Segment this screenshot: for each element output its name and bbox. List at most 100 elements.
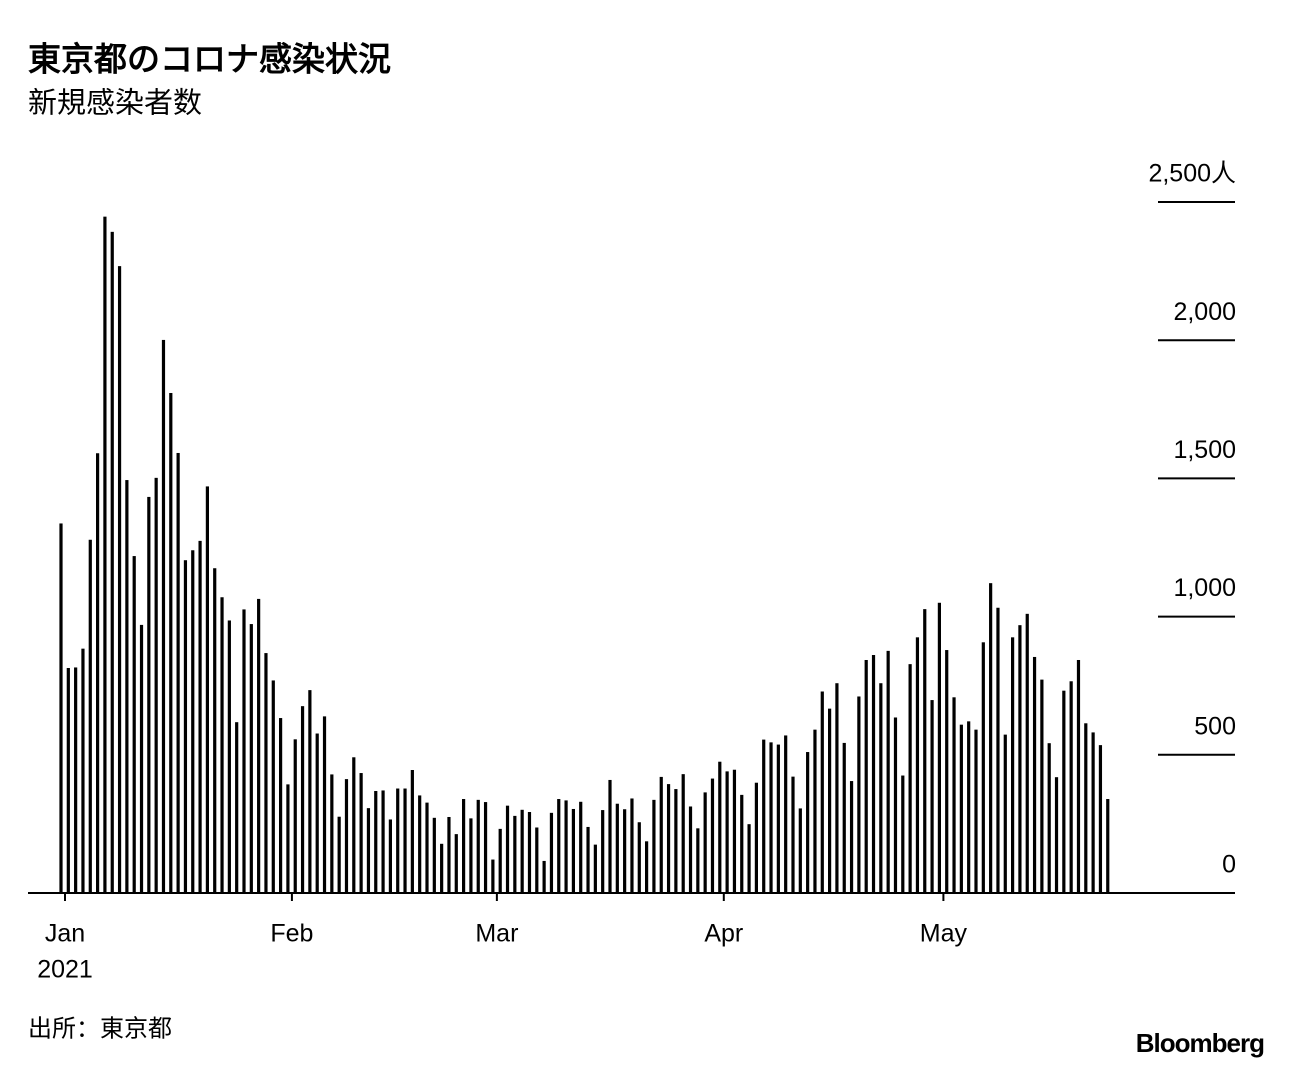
bar — [352, 757, 356, 893]
bar — [103, 216, 107, 894]
bar — [513, 815, 517, 893]
bar — [505, 805, 510, 893]
bar — [674, 789, 678, 893]
bar — [1018, 625, 1022, 893]
bar — [147, 496, 151, 893]
bar — [271, 680, 275, 893]
bar — [798, 808, 802, 893]
bar — [571, 808, 575, 893]
bar — [337, 816, 341, 893]
bar — [1076, 659, 1081, 893]
bar — [564, 800, 568, 893]
bar — [527, 812, 532, 893]
bar — [220, 597, 224, 893]
bar — [425, 802, 429, 893]
bar — [989, 583, 993, 893]
bar — [1091, 732, 1095, 893]
bar — [300, 706, 305, 893]
bar — [198, 540, 202, 893]
bar — [88, 539, 92, 893]
bar — [864, 659, 868, 893]
bar — [645, 841, 649, 893]
bar — [542, 860, 546, 893]
bar — [454, 834, 458, 893]
bar — [740, 794, 744, 893]
bar — [688, 806, 693, 893]
x-year-label: 2021 — [37, 956, 93, 984]
bar — [286, 784, 290, 893]
bar — [169, 392, 173, 893]
x-tick-label: May — [920, 920, 968, 948]
bar — [871, 655, 876, 893]
bar — [154, 477, 158, 893]
bar — [344, 779, 349, 893]
bar — [432, 817, 436, 893]
bar — [886, 650, 890, 893]
bar — [74, 667, 78, 893]
bar — [1106, 799, 1110, 893]
bar — [901, 775, 905, 893]
bar — [820, 691, 824, 893]
bar — [1062, 690, 1066, 893]
bar — [293, 739, 297, 893]
bar — [381, 790, 385, 893]
bar — [440, 843, 444, 893]
bar — [828, 708, 832, 893]
bar — [974, 729, 978, 893]
bar — [366, 808, 371, 893]
bar — [96, 453, 100, 893]
brand-logo: Bloomberg — [1136, 1028, 1264, 1058]
bar — [161, 339, 166, 894]
bar — [791, 776, 795, 893]
bar — [747, 824, 751, 893]
bar — [593, 844, 597, 893]
bar — [754, 782, 758, 893]
bar — [849, 781, 854, 893]
bar — [139, 624, 144, 893]
bar — [1003, 734, 1007, 893]
bar — [308, 690, 312, 893]
bar — [388, 819, 392, 893]
bar — [483, 802, 488, 893]
bar — [652, 799, 656, 893]
bar — [579, 801, 583, 893]
bar — [879, 683, 883, 893]
bar — [1032, 656, 1037, 893]
bar — [66, 668, 70, 893]
bar — [959, 724, 963, 893]
bar — [1047, 743, 1051, 893]
bar — [125, 480, 129, 893]
bar — [183, 560, 188, 893]
y-tick-label: 1,000 — [1173, 574, 1236, 602]
bar — [930, 700, 934, 893]
bar — [1084, 723, 1088, 893]
x-tick-label: Jan — [45, 920, 85, 948]
bar — [520, 809, 524, 893]
bar — [915, 637, 920, 893]
bar — [696, 828, 700, 893]
bar — [491, 859, 495, 893]
bar — [937, 602, 941, 893]
y-tick-label: 2,000 — [1173, 298, 1236, 326]
bar — [279, 718, 283, 893]
bar — [81, 648, 85, 893]
bar — [608, 779, 612, 893]
bar — [227, 620, 231, 893]
bar — [923, 609, 927, 893]
bar — [681, 774, 685, 893]
bar — [659, 776, 663, 893]
bar — [1025, 613, 1029, 893]
y-tick-label: 2,500人 — [1148, 160, 1236, 188]
bar — [476, 799, 480, 893]
bar — [249, 624, 253, 893]
bar — [330, 774, 334, 893]
bar — [403, 788, 407, 893]
bar — [213, 568, 217, 893]
bar — [908, 664, 912, 893]
bar — [418, 795, 422, 893]
bar — [637, 822, 641, 893]
bar — [549, 812, 554, 893]
bar — [762, 739, 766, 893]
bar — [264, 653, 268, 893]
bar — [59, 523, 63, 893]
